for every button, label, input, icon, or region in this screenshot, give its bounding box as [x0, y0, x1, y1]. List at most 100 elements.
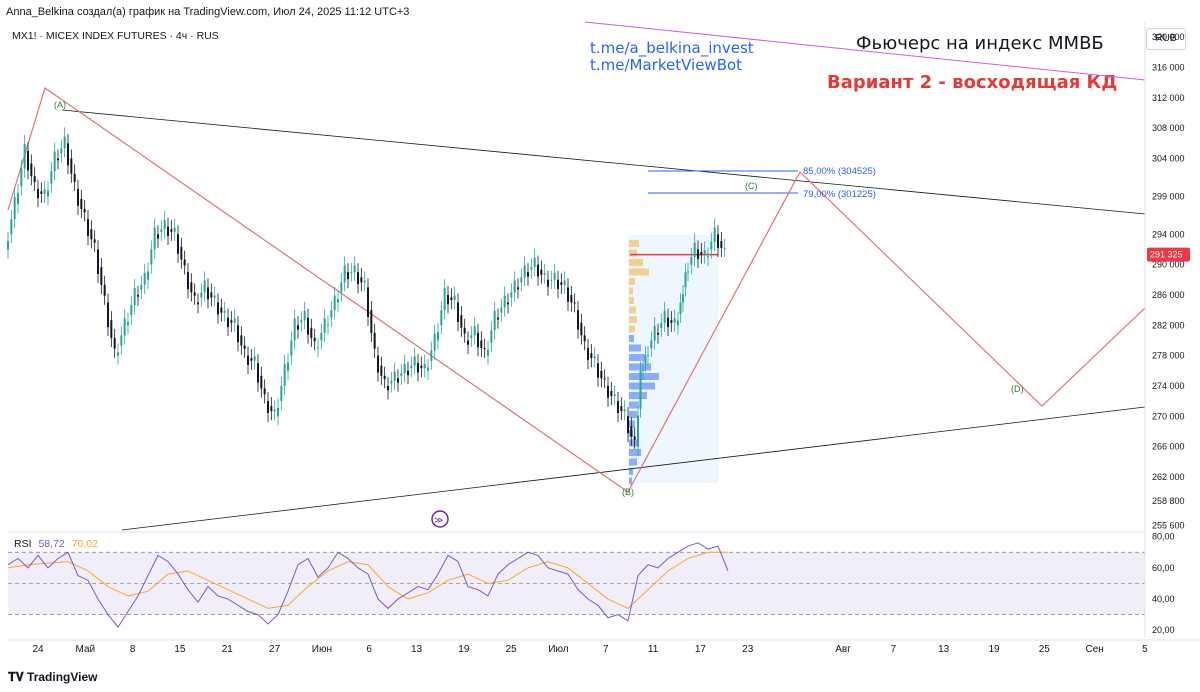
candle-body	[437, 332, 439, 341]
candle-body	[347, 272, 349, 280]
time-tick-label: 7	[603, 644, 609, 655]
candle-body	[567, 287, 569, 302]
volume-profile-bar	[629, 401, 639, 409]
candle-body	[427, 367, 429, 371]
price-tick-label: 258 800	[1152, 496, 1185, 506]
candle-body	[293, 318, 296, 341]
candle-body	[410, 365, 413, 369]
candle-body	[50, 171, 53, 184]
currency-button[interactable]: RUB	[1146, 28, 1186, 50]
rsi-ma-value: 70,02	[71, 538, 98, 550]
candle-body	[157, 234, 159, 239]
time-tick-label: 8	[130, 644, 136, 655]
candle-body	[603, 378, 606, 380]
candle-body	[597, 363, 599, 378]
candle-body	[523, 265, 526, 278]
candle-body	[37, 188, 39, 199]
candle-body	[280, 385, 283, 402]
volume-profile-bar	[629, 449, 641, 456]
candle-body	[107, 302, 109, 328]
price-tick-label: 316 000	[1152, 62, 1185, 72]
candle-body	[80, 198, 83, 210]
candle-body	[537, 264, 539, 277]
candle-body	[623, 409, 626, 412]
price-tick-label: 294 000	[1152, 229, 1185, 239]
candle-body	[644, 355, 647, 364]
candle-body	[480, 340, 483, 349]
upper-trendline	[61, 109, 1146, 215]
candle-body	[627, 416, 629, 434]
rsi-label: RSI	[14, 538, 32, 550]
candle-body	[713, 227, 716, 242]
wave-c-label: (C)	[745, 181, 758, 191]
candle-body	[520, 277, 523, 283]
rsi-legend[interactable]: RSI 58,72 70,02	[14, 538, 98, 550]
candle-body	[642, 370, 644, 372]
tradingview-logo-icon: 𝐓𝐕	[8, 670, 24, 684]
candle-body	[507, 302, 509, 305]
time-tick-label: 19	[458, 644, 470, 655]
candle-body	[490, 330, 493, 343]
candle-body	[593, 356, 596, 359]
telegram-link-2[interactable]: t.me/MarketViewBot	[590, 56, 743, 74]
candle-body	[243, 345, 246, 349]
time-tick-label: 21	[222, 644, 234, 655]
axes: 320 000 316 000 312 000 308 000 304 000 299 0…	[8, 22, 1200, 655]
candle-body	[400, 373, 403, 376]
candle-body	[110, 320, 113, 338]
fib-85-label: 85,00% (304525)	[803, 166, 876, 177]
candle-body	[647, 354, 649, 356]
candle-body	[653, 326, 656, 341]
candle-body	[650, 340, 653, 349]
volume-profile-bar	[629, 439, 639, 447]
candle-body	[420, 365, 423, 369]
volume-profile-bar	[629, 316, 637, 323]
candle-body	[90, 229, 93, 240]
telegram-link-1[interactable]: t.me/a_belkina_invest	[590, 39, 754, 57]
time-tick-label: 27	[269, 644, 281, 655]
volume-profile-bar	[629, 392, 647, 399]
candle-body	[557, 279, 559, 290]
candle-body	[330, 310, 333, 318]
candle-body	[517, 287, 519, 290]
candle-body	[390, 380, 393, 384]
candle-body	[453, 295, 456, 301]
candle-body	[183, 259, 186, 266]
volume-profile-bar	[629, 249, 637, 257]
drawing-lines	[7, 21, 1146, 531]
candle-body	[197, 302, 199, 305]
candle-body	[190, 282, 193, 293]
candle-body	[503, 295, 506, 308]
candle-body	[353, 265, 356, 273]
candle-body	[610, 390, 613, 397]
candle-body	[387, 385, 389, 391]
candle-body	[710, 241, 713, 250]
price-tick-label: 274 000	[1152, 381, 1185, 391]
volume-profile-bar	[629, 468, 633, 475]
candle-body	[253, 356, 256, 361]
volume-profile-bar	[629, 363, 651, 371]
rsi-tick-label: 60,00	[1152, 563, 1175, 573]
candle-body	[487, 349, 489, 356]
candle-body	[590, 353, 593, 359]
wave-b-label: (B)	[622, 487, 634, 497]
candle-body	[260, 375, 263, 389]
price-tick-label: 312 000	[1152, 93, 1185, 103]
time-tick-label: Сен	[1085, 644, 1103, 655]
symbol-legend[interactable]: MX1! · MICEX INDEX FUTURES · 4ч · RUS	[12, 30, 219, 42]
candle-body	[587, 348, 589, 360]
candle-body	[283, 363, 286, 386]
candle-body	[207, 287, 209, 300]
candle-body	[447, 294, 449, 305]
candle-body	[130, 305, 133, 316]
candle-body	[83, 209, 86, 213]
price-tick-label: 278 000	[1152, 351, 1185, 361]
tradingview-logo[interactable]: 𝐓𝐕 TradingView	[8, 670, 98, 685]
candle-body	[273, 409, 276, 412]
candle-body	[670, 320, 673, 323]
candle-body	[117, 352, 119, 356]
candle-body	[270, 406, 273, 412]
candle-body	[103, 284, 106, 296]
candle-body	[703, 250, 706, 255]
